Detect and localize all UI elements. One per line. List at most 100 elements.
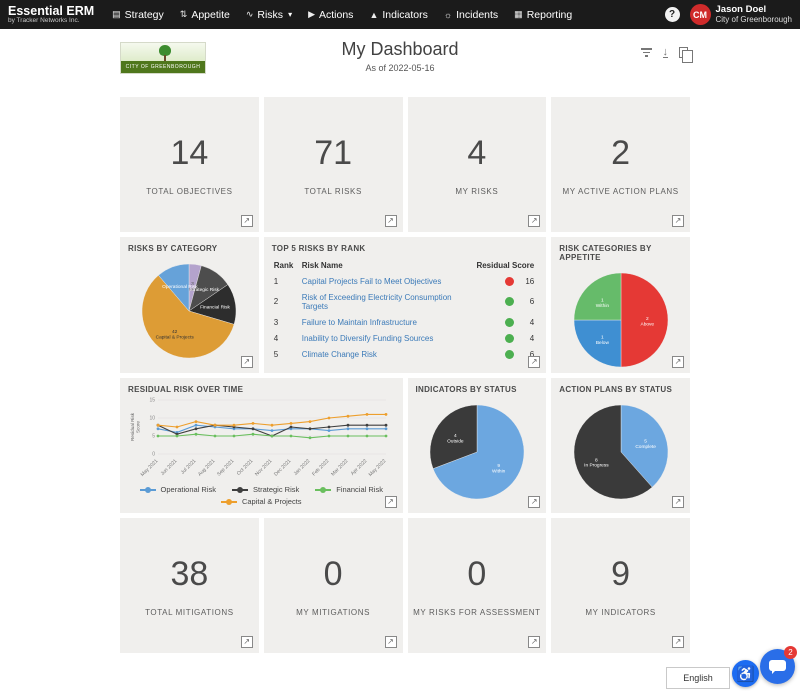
app-title: Essential ERM	[8, 4, 95, 18]
column-header: Rank	[273, 261, 294, 270]
svg-text:Aug 2021: Aug 2021	[197, 458, 217, 478]
legend-marker	[139, 486, 156, 493]
expand-icon[interactable]: ↗	[384, 496, 397, 508]
card-risk-categories-by-appetite: RISK CATEGORIES BY APPETITE 2 Above 1 Below…	[551, 237, 690, 373]
app-logo[interactable]: Essential ERM by Tracker Networks Inc.	[0, 0, 104, 29]
incidents-icon: ☼	[443, 9, 453, 20]
chart-title: RESIDUAL RISK OVER TIME	[128, 385, 244, 394]
expand-icon[interactable]: ↗	[240, 356, 253, 368]
nav-item-appetite[interactable]: ⇅ Appetite	[172, 0, 238, 29]
card-residual-risk-over-time: RESIDUAL RISK OVER TIME 0 5 10 15 May 2021 Ju…	[120, 378, 403, 513]
nav-label: Actions	[319, 8, 354, 21]
nav-item-risks[interactable]: ∿ Risks ▾	[238, 0, 300, 29]
risk-link[interactable]: Capital Projects Fail to Meet Objectives	[301, 276, 442, 286]
page-header: CITY OF GREENBOROUGH My Dashboard As of …	[0, 29, 800, 93]
svg-text:10: 10	[149, 416, 155, 422]
svg-text:Strategic Risk: Strategic Risk	[190, 287, 220, 293]
risk-score: 16	[525, 276, 535, 286]
expand-icon[interactable]: ↗	[240, 215, 253, 227]
expand-icon[interactable]: ↗	[384, 636, 397, 648]
status-dot	[505, 297, 515, 306]
expand-icon[interactable]: ↗	[528, 496, 541, 508]
card-action-plans-by-status: ACTION PLANS BY STATUS 5 Complete 8 In Prog…	[551, 378, 690, 513]
expand-icon[interactable]: ↗	[672, 356, 684, 368]
table-row: 3 Failure to Maintain Infrastructure 4	[272, 314, 539, 330]
stat-value: 0	[323, 554, 343, 593]
org-logo-art	[121, 43, 205, 61]
stat-value: 4	[467, 133, 487, 172]
org-logo: CITY OF GREENBOROUGH	[120, 42, 206, 74]
expand-icon[interactable]: ↗	[528, 215, 541, 227]
risk-link[interactable]: Failure to Maintain Infrastructure	[301, 317, 417, 327]
column-header: Risk Name	[301, 261, 343, 270]
stat-card-my-risks-for-assessment: 0 MY RISKS FOR ASSESSMENT ↗	[407, 518, 547, 653]
legend-marker	[315, 486, 332, 493]
risk-rank: 5	[273, 349, 279, 359]
nav-label: Strategy	[124, 8, 164, 21]
nav-item-actions[interactable]: ▶ Actions	[300, 0, 361, 29]
legend-item: Operational Risk	[139, 485, 216, 494]
risk-link[interactable]: Risk of Exceeding Electricity Consumptio…	[301, 292, 452, 311]
svg-text:15: 15	[149, 398, 155, 404]
risk-score: 4	[529, 333, 535, 343]
nav-item-reporting[interactable]: ▦ Reporting	[506, 0, 580, 29]
user-menu[interactable]: Jason Doel City of Greenborough	[711, 0, 800, 29]
page-subtitle: As of 2022-05-16	[365, 63, 435, 73]
stat-label: TOTAL OBJECTIVES	[146, 186, 233, 196]
chart-title: ACTION PLANS BY STATUS	[559, 385, 673, 394]
nav-item-strategy[interactable]: ▤ Strategy	[104, 0, 172, 29]
appetite-icon: ⇅	[179, 9, 188, 19]
copy-icon[interactable]	[679, 47, 693, 63]
stat-label: TOTAL MITIGATIONS	[145, 607, 234, 617]
user-org: City of Greenborough	[715, 15, 793, 24]
stat-card-total-mitigations: 38 TOTAL MITIGATIONS ↗	[120, 518, 259, 653]
expand-icon[interactable]: ↗	[672, 496, 684, 508]
svg-text:May 2022: May 2022	[368, 458, 388, 478]
column-header: Residual Score	[476, 261, 535, 270]
stat-label: MY ACTIVE ACTION PLANS	[562, 186, 679, 196]
help-button[interactable]: ?	[664, 7, 680, 22]
card-risks-by-category: RISKS BY CATEGORY 3 Unassigned Strategic R…	[120, 237, 259, 373]
expand-icon[interactable]: ↗	[528, 636, 541, 648]
risk-link[interactable]: Inability to Diversify Funding Sources	[301, 333, 434, 343]
chat-icon	[769, 660, 786, 674]
svg-text:Sep 2021: Sep 2021	[216, 458, 236, 478]
dashboard-grid: 14 TOTAL OBJECTIVES ↗ 71 TOTAL RISKS ↗ 4…	[120, 97, 690, 653]
expand-icon[interactable]: ↗	[672, 215, 684, 227]
chevron-down-icon: ▾	[288, 10, 293, 19]
filter-icon[interactable]	[640, 48, 652, 57]
stat-card-my-indicators: 9 MY INDICATORS ↗	[551, 518, 690, 653]
svg-text:Score: Score	[136, 421, 141, 433]
download-icon[interactable]: ↓	[662, 46, 668, 58]
chat-button[interactable]: 2	[760, 646, 797, 684]
expand-icon[interactable]: ↗	[672, 636, 684, 648]
accessibility-button[interactable]: ♿	[732, 660, 759, 687]
stat-label: MY RISKS FOR ASSESSMENT	[413, 607, 541, 617]
nav-item-indicators[interactable]: ▲ Indicators	[361, 0, 435, 29]
table-row: 2 Risk of Exceeding Electricity Consumpt…	[272, 289, 539, 314]
avatar[interactable]: CM	[689, 4, 711, 25]
risk-link[interactable]: Climate Change Risk	[301, 349, 377, 359]
svg-text:Nov 2021: Nov 2021	[254, 458, 274, 478]
stat-value: 2	[611, 133, 631, 172]
stat-value: 14	[170, 133, 209, 172]
language-select[interactable]: English	[666, 667, 730, 689]
nav-label: Risks	[257, 8, 284, 21]
svg-text:Jan 2022: Jan 2022	[293, 458, 312, 477]
nav-item-incidents[interactable]: ☼ Incidents	[436, 0, 506, 29]
nav-label: Reporting	[526, 8, 573, 21]
top-risks-table: Rank Risk Name Residual Score 1 Capital …	[272, 259, 539, 362]
chart-title: INDICATORS BY STATUS	[415, 385, 517, 394]
strategy-icon: ▤	[112, 9, 121, 19]
nav-label: Incidents	[456, 8, 499, 21]
expand-icon[interactable]: ↗	[528, 356, 541, 368]
expand-icon[interactable]: ↗	[384, 215, 397, 227]
expand-icon[interactable]: ↗	[240, 636, 253, 648]
tree-trunk	[164, 55, 166, 61]
